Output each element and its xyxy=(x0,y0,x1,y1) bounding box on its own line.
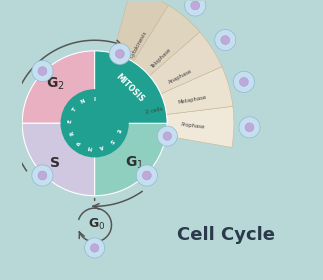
Text: Cytokinesis: Cytokinesis xyxy=(129,30,148,59)
Circle shape xyxy=(38,67,47,76)
Text: MITOSIS: MITOSIS xyxy=(114,72,146,104)
Text: H: H xyxy=(87,144,92,150)
Wedge shape xyxy=(95,123,167,196)
Wedge shape xyxy=(95,5,200,123)
Wedge shape xyxy=(95,106,234,148)
Wedge shape xyxy=(95,51,167,123)
Text: Metaphase: Metaphase xyxy=(178,95,207,105)
Text: N: N xyxy=(80,99,87,105)
Wedge shape xyxy=(22,123,95,196)
Text: I: I xyxy=(94,97,96,102)
Text: S: S xyxy=(50,156,60,170)
Text: T: T xyxy=(72,107,78,113)
Circle shape xyxy=(115,50,124,58)
Circle shape xyxy=(163,132,172,140)
Circle shape xyxy=(38,171,47,180)
Circle shape xyxy=(61,90,128,157)
Text: Cell Cycle: Cell Cycle xyxy=(177,226,275,244)
Text: S: S xyxy=(108,137,115,144)
Text: G$_2$: G$_2$ xyxy=(46,75,64,92)
Wedge shape xyxy=(22,51,95,123)
Text: P: P xyxy=(76,139,82,145)
Circle shape xyxy=(191,1,200,10)
Circle shape xyxy=(32,165,53,186)
Text: A: A xyxy=(99,143,104,150)
Circle shape xyxy=(245,123,254,132)
Circle shape xyxy=(109,43,130,64)
Circle shape xyxy=(239,117,260,138)
Wedge shape xyxy=(95,0,169,123)
Text: Telophase: Telophase xyxy=(151,47,173,69)
Circle shape xyxy=(157,126,177,146)
Circle shape xyxy=(221,36,230,45)
Circle shape xyxy=(185,0,206,16)
Text: Prophase: Prophase xyxy=(181,122,206,129)
Circle shape xyxy=(136,165,157,186)
Circle shape xyxy=(90,244,99,252)
Text: E: E xyxy=(115,128,120,133)
Text: E: E xyxy=(68,119,73,123)
Text: Anaphase: Anaphase xyxy=(168,69,193,85)
Text: G$_0$: G$_0$ xyxy=(88,217,106,232)
Circle shape xyxy=(142,171,151,180)
Text: 2 cells: 2 cells xyxy=(145,106,163,115)
Text: G$_1$: G$_1$ xyxy=(125,155,144,171)
Wedge shape xyxy=(95,32,222,123)
Circle shape xyxy=(233,71,255,92)
Circle shape xyxy=(215,29,236,51)
Text: R: R xyxy=(69,129,76,135)
Circle shape xyxy=(85,238,105,258)
Circle shape xyxy=(32,60,53,82)
Circle shape xyxy=(239,78,248,86)
Wedge shape xyxy=(95,67,233,123)
